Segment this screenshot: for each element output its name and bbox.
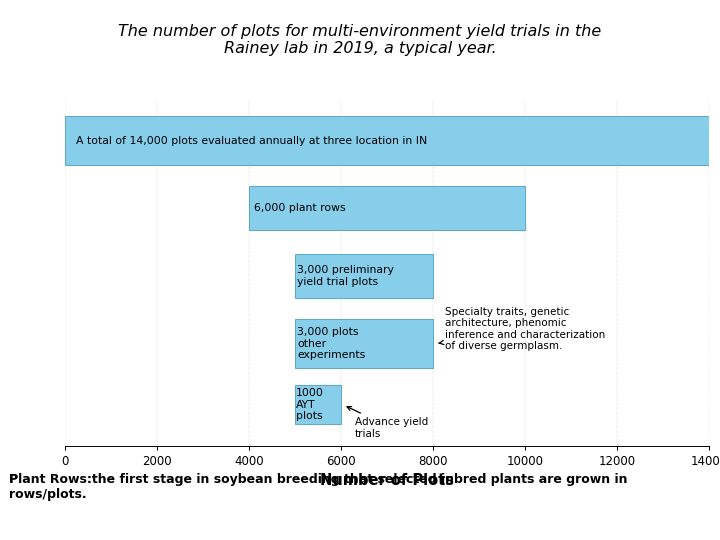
Bar [295,320,433,368]
Text: Specialty traits, genetic
architecture, phenomic
inference and characterization
: Specialty traits, genetic architecture, … [439,307,605,352]
Text: P: P [9,473,19,486]
Text: 3,000 preliminary
yield trial plots: 3,000 preliminary yield trial plots [297,265,395,287]
Text: The number of plots for multi-environment yield trials in the
Rainey lab in 2019: The number of plots for multi-environmen… [118,24,602,56]
Text: Plant Rows​:​the first stage in soybean breeding that selected inbred plants are: Plant Rows​:​the first stage in soybean … [9,473,628,501]
Bar [295,254,433,298]
Text: A total of 14,000 plots evaluated annually at three location in IN: A total of 14,000 plots evaluated annual… [76,136,428,146]
X-axis label: Number of Plots: Number of Plots [320,473,454,488]
Text: 6,000 plant rows: 6,000 plant rows [254,204,346,213]
Text: 3,000 plots
other
experiments: 3,000 plots other experiments [297,327,366,361]
Text: 1000
AYT
plots: 1000 AYT plots [296,388,324,421]
Bar [295,385,341,424]
Bar [65,116,709,165]
Bar [249,186,525,231]
Text: Advance yield
trials: Advance yield trials [347,407,428,438]
